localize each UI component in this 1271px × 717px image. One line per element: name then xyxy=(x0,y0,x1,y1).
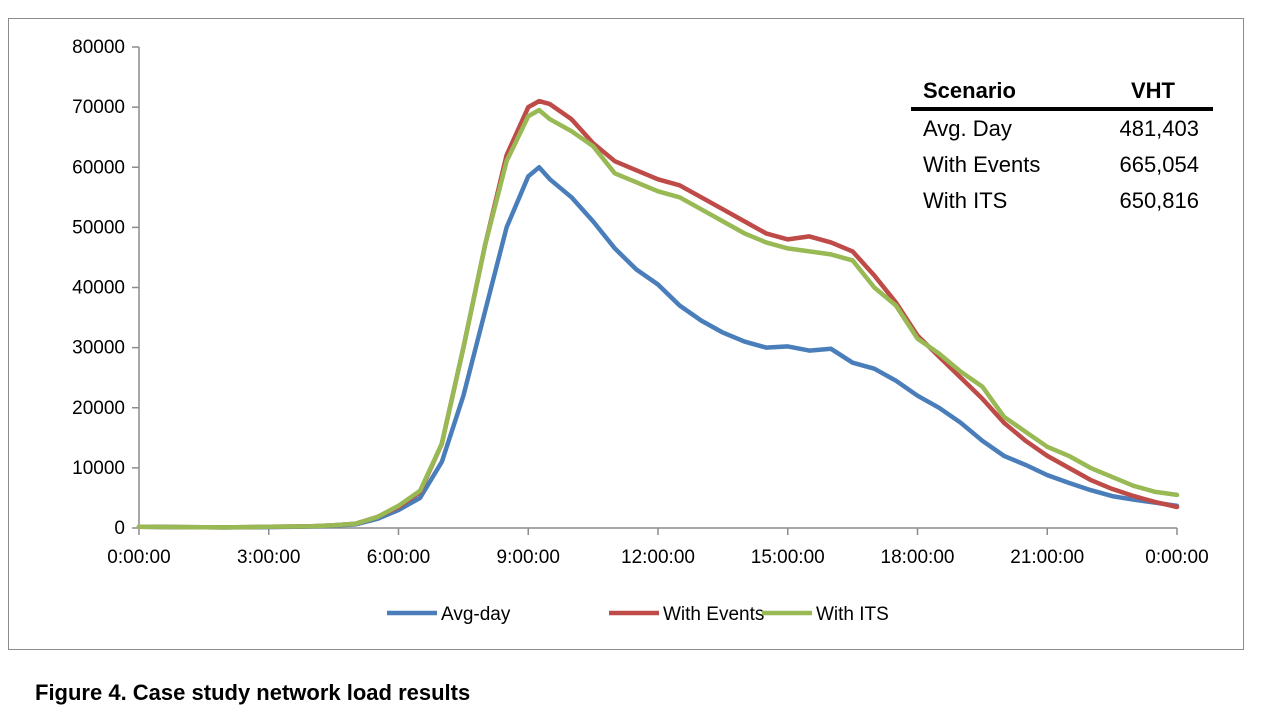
x-tick-label: 0:00:00 xyxy=(1145,547,1208,568)
table-row: With Events 665,054 xyxy=(911,147,1213,183)
y-tick-label: 10000 xyxy=(72,458,125,479)
vht-summary-table: Scenario VHT Avg. Day 481,403 With Event… xyxy=(911,77,1213,219)
y-tick-label: 50000 xyxy=(72,217,125,238)
scenario-cell: With ITS xyxy=(923,188,1008,213)
y-tick-label: 40000 xyxy=(72,278,125,299)
x-tick-label: 21:00:00 xyxy=(1010,547,1084,568)
line-chart: 0 10000 20000 30000 40000 50000 60000 70000 8000… xyxy=(72,37,1209,625)
axes: 0 10000 20000 30000 40000 50000 60000 70000 8000… xyxy=(72,37,1209,568)
vht-cell: 665,054 xyxy=(1119,152,1199,177)
y-tick-label: 60000 xyxy=(72,157,125,178)
scenario-cell: Avg. Day xyxy=(923,116,1012,141)
vht-table-header: Scenario VHT xyxy=(911,77,1213,111)
y-tick-label: 0 xyxy=(114,518,125,539)
chart-frame: 0 10000 20000 30000 40000 50000 60000 70000 8000… xyxy=(8,18,1244,650)
table-row: Avg. Day 481,403 xyxy=(911,111,1213,147)
x-tick-label: 15:00:00 xyxy=(751,547,825,568)
scenario-cell: With Events xyxy=(923,152,1041,177)
x-tick-label: 9:00:00 xyxy=(497,547,560,568)
table-row: With ITS 650,816 xyxy=(911,183,1213,219)
x-tick-label: 6:00:00 xyxy=(367,547,430,568)
vht-cell: 650,816 xyxy=(1119,188,1199,213)
legend: Avg-day With Events With ITS xyxy=(387,604,889,625)
legend-label: With Events xyxy=(663,604,764,625)
legend-label: Avg-day xyxy=(441,604,511,625)
y-tick-label: 20000 xyxy=(72,398,125,419)
figure-caption: Figure 4. Case study network load result… xyxy=(35,680,471,705)
series-line-with-its xyxy=(136,107,1180,530)
y-tick-label: 80000 xyxy=(72,37,125,58)
x-tick-label: 0:00:00 xyxy=(107,547,170,568)
header-scenario: Scenario xyxy=(923,78,1016,103)
vht-cell: 481,403 xyxy=(1119,116,1199,141)
header-vht: VHT xyxy=(1131,78,1175,103)
x-tick-label: 12:00:00 xyxy=(621,547,695,568)
y-tick-label: 70000 xyxy=(72,97,125,118)
y-tick-label: 30000 xyxy=(72,338,125,359)
series-line-avg-day xyxy=(136,165,1180,530)
legend-label: With ITS xyxy=(816,604,889,625)
x-tick-label: 18:00:00 xyxy=(881,547,955,568)
series-lines xyxy=(136,98,1180,530)
x-tick-label: 3:00:00 xyxy=(237,547,300,568)
